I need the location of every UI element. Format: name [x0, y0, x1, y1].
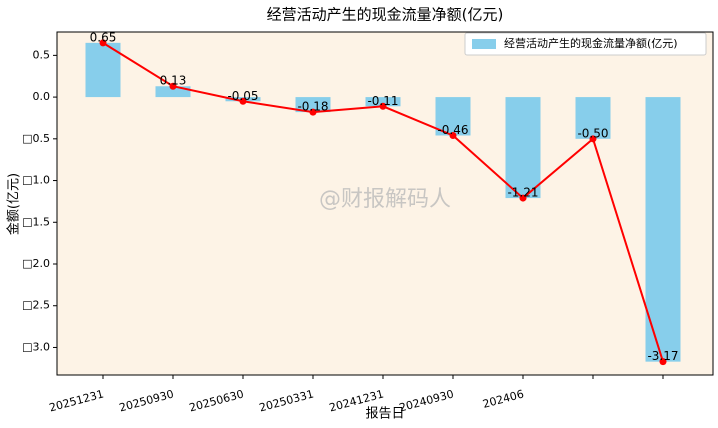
data-label: -1.21 — [507, 186, 538, 200]
y-tick-label: □0.5 — [22, 132, 50, 145]
bar — [645, 97, 681, 362]
x-tick-label: 20250331 — [258, 387, 315, 414]
plot-frame — [56, 31, 714, 376]
data-label: -0.11 — [367, 94, 398, 108]
y-tick-label: □1.5 — [22, 215, 50, 228]
chart-title: 经营活动产生的现金流量净额(亿元) — [267, 6, 504, 24]
bar — [295, 97, 331, 113]
bar — [575, 97, 611, 139]
data-label: -3.17 — [647, 349, 678, 363]
y-tick-label: □2.0 — [22, 257, 50, 270]
legend-label: 经营活动产生的现金流量净额(亿元) — [504, 36, 678, 50]
x-tick-label: 20251231 — [48, 387, 105, 414]
x-tick-label: 20250630 — [188, 387, 245, 414]
y-tick-label: □3.0 — [22, 340, 50, 353]
x-tick-label: 202406 — [481, 387, 525, 410]
data-label: -0.46 — [437, 123, 468, 137]
bar — [85, 42, 121, 98]
bar — [505, 97, 541, 199]
x-axis-label: 报告日 — [365, 407, 404, 422]
point — [239, 97, 247, 105]
y-tick-label: □2.5 — [22, 299, 50, 312]
x-tick-label: 20240930 — [398, 387, 455, 414]
point — [379, 102, 387, 110]
x-tick-label: 20250930 — [118, 387, 175, 414]
point — [449, 131, 457, 139]
point — [169, 82, 177, 90]
y-tick-label: 0.5 — [33, 48, 51, 61]
legend-box — [464, 32, 707, 56]
data-label: 0.13 — [160, 74, 187, 88]
legend: 经营活动产生的现金流量净额(亿元) — [464, 32, 707, 56]
point — [309, 108, 317, 116]
point — [659, 358, 667, 366]
y-tick-label: □1.0 — [22, 174, 50, 187]
legend-swatch — [472, 39, 496, 49]
data-label: -0.50 — [577, 126, 608, 140]
point — [589, 135, 597, 143]
point — [99, 39, 107, 47]
y-tick-label: 0.0 — [33, 90, 51, 103]
data-label: -0.05 — [227, 89, 258, 103]
data-label: 0.65 — [90, 30, 117, 44]
point — [519, 194, 527, 202]
y-axis-label: 金额(亿元) — [6, 173, 22, 235]
bar — [155, 86, 191, 98]
data-label: -0.18 — [297, 100, 328, 114]
bar — [365, 97, 401, 107]
bar — [435, 97, 471, 136]
watermark: @财报解码人 — [319, 187, 451, 212]
